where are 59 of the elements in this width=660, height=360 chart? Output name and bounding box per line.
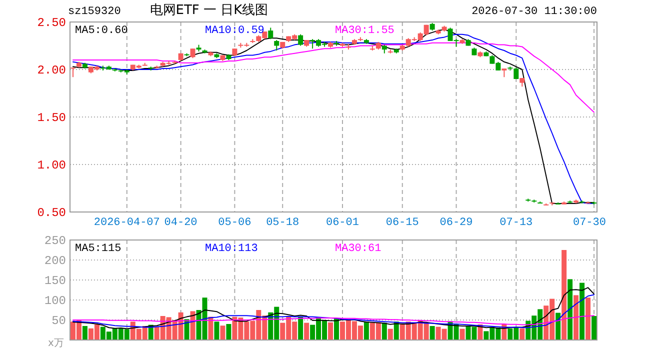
bar	[214, 322, 220, 340]
y-tick-label: 200	[44, 254, 66, 268]
y-tick-label: 50	[52, 314, 66, 328]
line-series	[72, 42, 595, 113]
x-tick-label: 06-15	[386, 217, 419, 229]
y-tick-label: 2.50	[37, 16, 66, 30]
text: MA30:61	[335, 243, 382, 255]
text: sz159320	[68, 6, 121, 18]
bar	[304, 322, 310, 340]
text: MA5:0.60	[75, 25, 128, 37]
y-tick-label: 250	[44, 234, 66, 248]
x-tick-label: 05-18	[266, 217, 300, 229]
x-tick-label: 04-20	[164, 217, 198, 229]
bar	[574, 295, 579, 340]
bar	[382, 322, 387, 340]
bar	[556, 312, 561, 340]
line-series	[72, 294, 595, 328]
candlestick	[268, 27, 274, 40]
y-axis-title: x万	[48, 338, 64, 349]
bar	[460, 328, 465, 340]
text: 2026-07-30 11:30:00	[472, 6, 597, 18]
text: MA5:115	[75, 243, 122, 255]
y-tick-label: 2.00	[37, 64, 66, 78]
series-label: MA10:0.59	[205, 25, 264, 37]
y-tick-label: 150	[44, 274, 66, 288]
x-tick-label: 05-06	[218, 217, 252, 229]
x-tick-label: 2026-04-07	[94, 217, 160, 229]
x-tick-label: 07-30	[572, 217, 606, 229]
chart-title: 电网ETF 一 日K线图	[150, 3, 268, 18]
bar	[430, 326, 435, 340]
bar	[586, 298, 591, 340]
bar	[298, 316, 304, 340]
bar	[334, 318, 339, 340]
candlestick	[190, 48, 196, 59]
bar	[220, 326, 226, 340]
x-tick-label: 06-29	[440, 217, 473, 229]
y-tick-label: 100	[44, 294, 66, 308]
candlestick	[274, 40, 280, 51]
bar	[568, 279, 573, 340]
line-series	[72, 315, 595, 326]
x-tick-label: 07-13	[500, 217, 533, 229]
bar	[328, 322, 333, 340]
text: MA10:113	[205, 243, 258, 255]
bar	[226, 324, 232, 340]
y-tick-label: 1.50	[37, 111, 66, 126]
bar	[592, 316, 596, 340]
bar	[580, 282, 585, 340]
candlestick	[298, 34, 304, 46]
candlestick	[70, 67, 76, 78]
bar	[562, 250, 567, 340]
x-tick-label: 06-01	[326, 217, 360, 229]
bar	[520, 328, 525, 340]
bar	[364, 322, 369, 340]
line-series	[72, 287, 595, 330]
series-label: MA30:1.55	[335, 25, 394, 37]
bar	[388, 328, 393, 340]
y-tick-label: 0.50	[37, 206, 66, 220]
bar	[82, 326, 88, 340]
y-tick-label: 1.00	[37, 158, 66, 173]
